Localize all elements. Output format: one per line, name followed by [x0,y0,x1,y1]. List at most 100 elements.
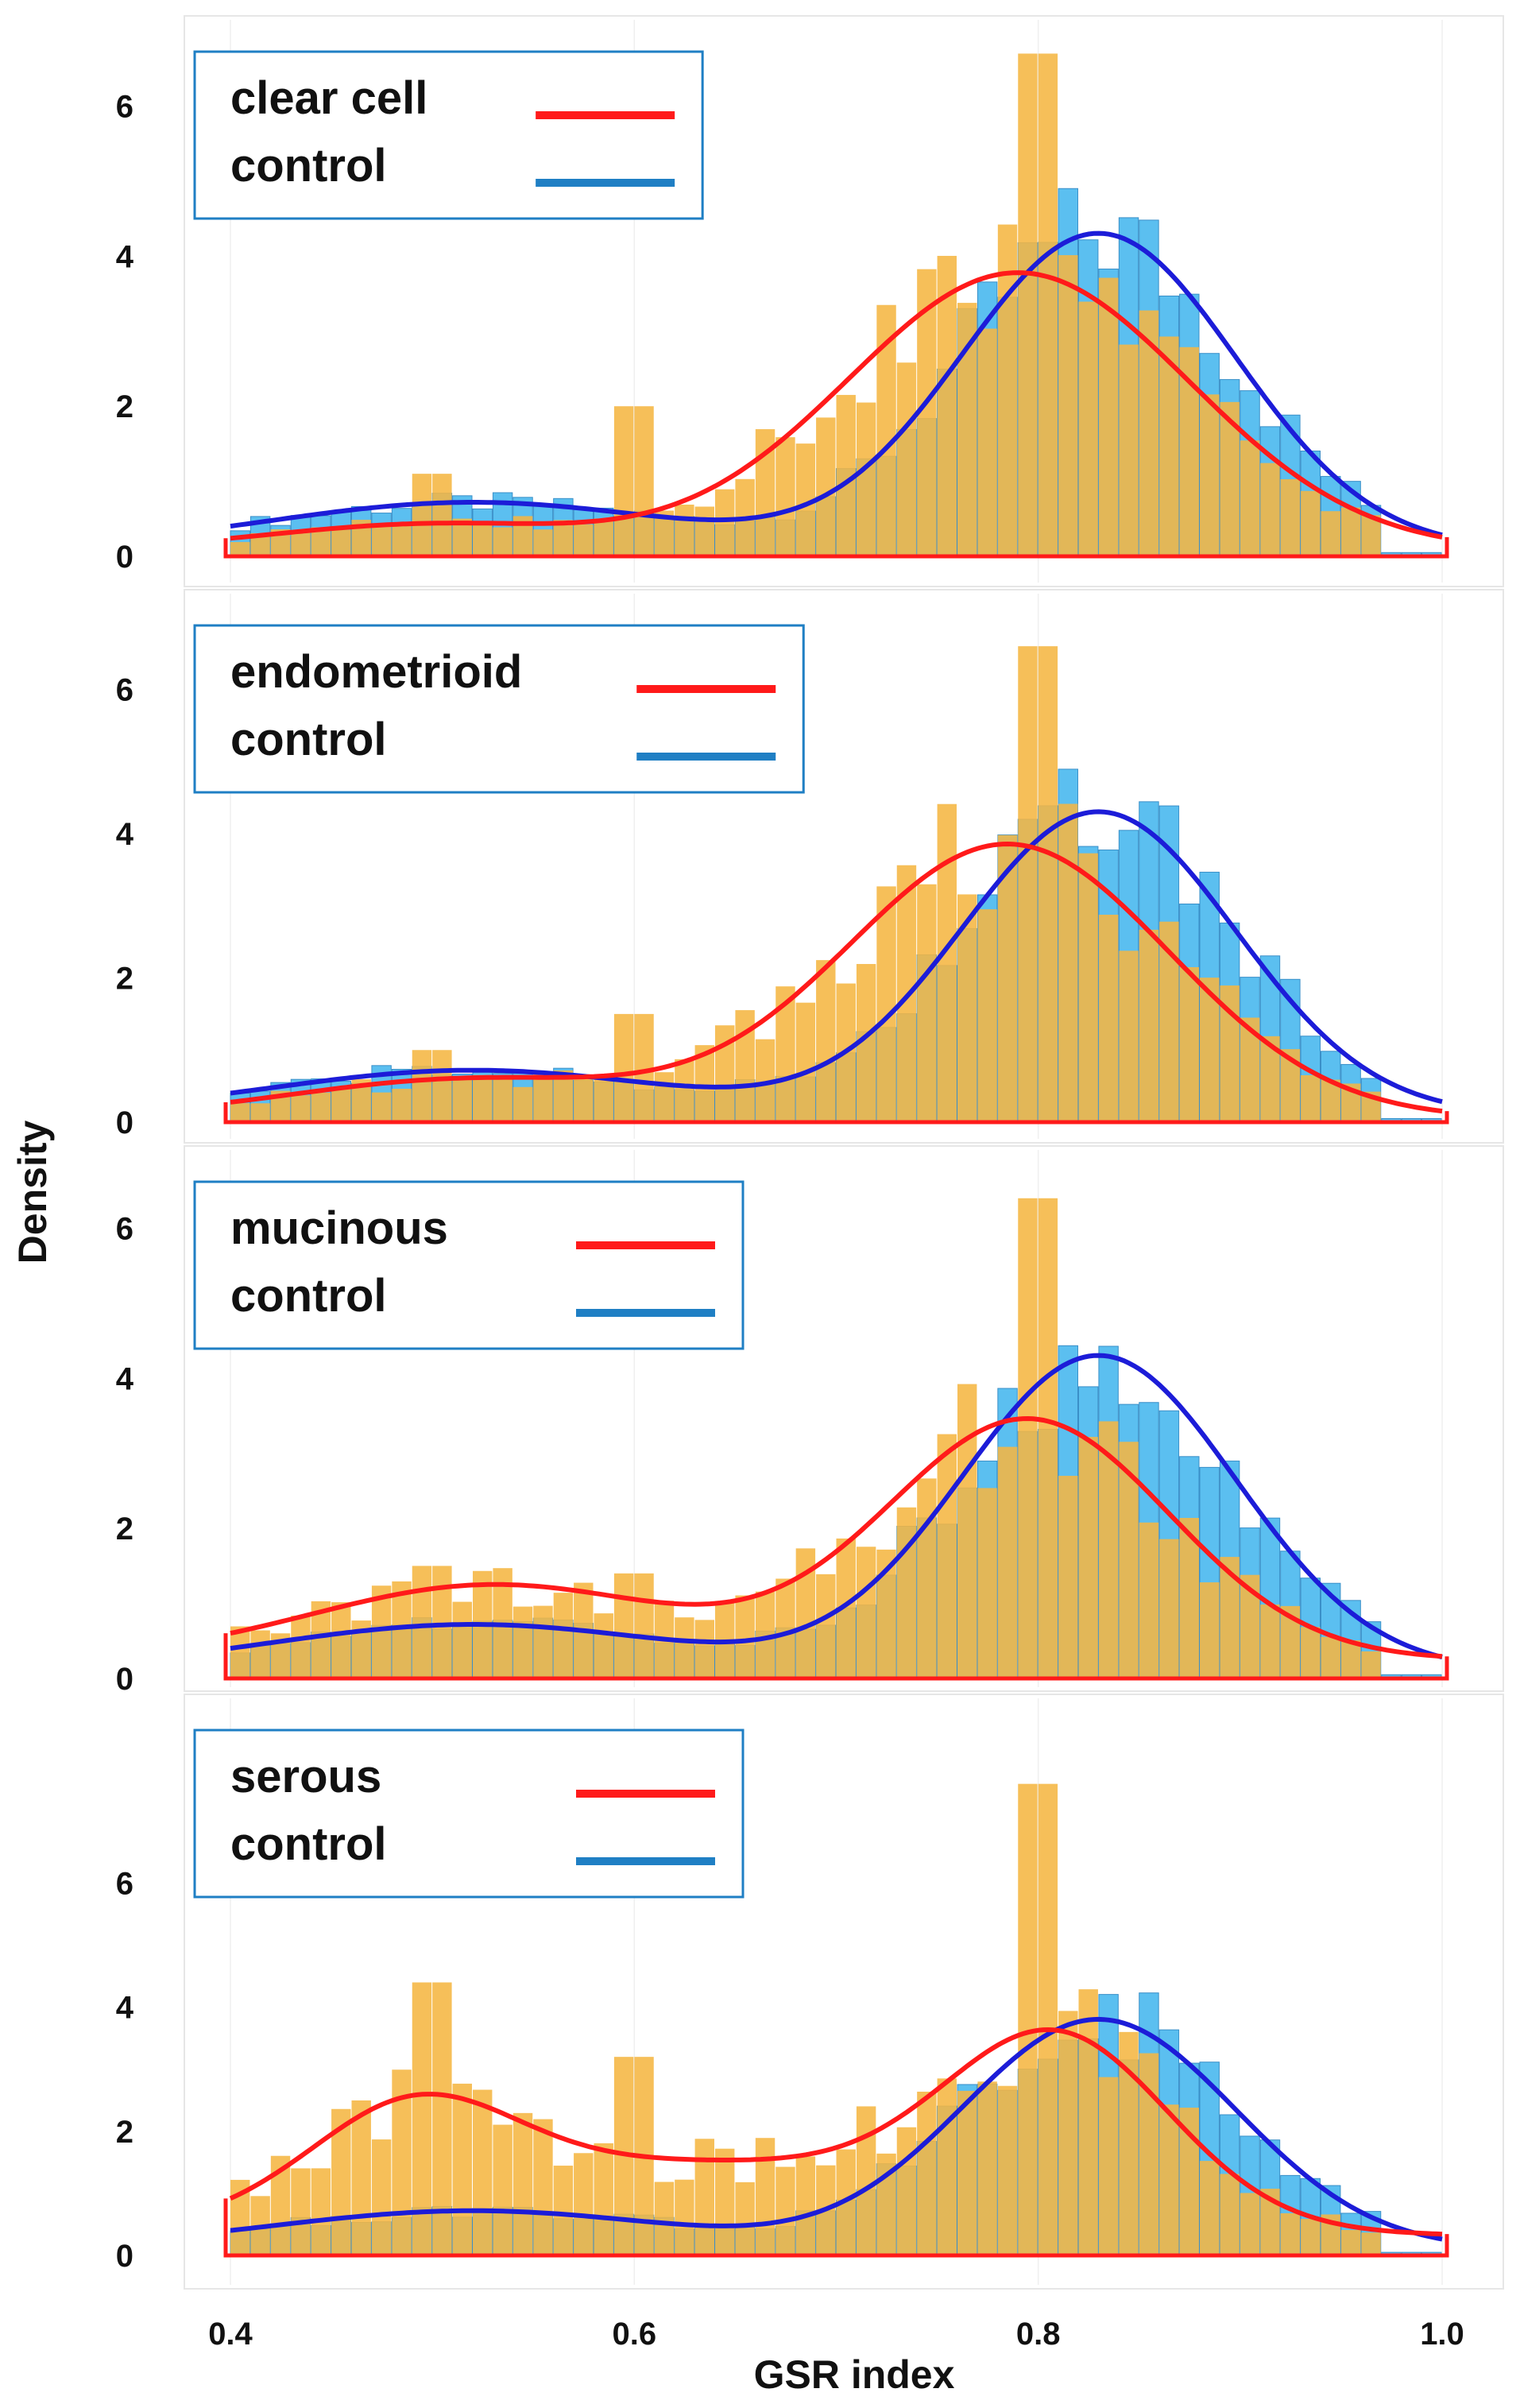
case-bar [250,1630,270,1678]
case-bar [634,1573,654,1678]
control-density-curve [230,809,1443,1105]
case-bar [412,1050,432,1122]
case-bar [937,803,957,1122]
case-density-curve [230,841,1443,1114]
case-bar [371,525,392,556]
case-bar [856,1547,876,1678]
case-bar [553,1593,574,1678]
case-bar [957,1384,977,1678]
case-bar [250,1103,270,1122]
x-tick-label: 1.0 [1420,2317,1464,2352]
legend: mucinous control [193,1180,745,1350]
case-bar [533,529,553,556]
case-density-curve [230,1415,1443,1659]
case-bar [775,437,795,556]
legend-box [193,50,704,220]
case-bar [613,1013,634,1122]
legend-label-control: control [230,714,387,765]
case-bar [816,960,836,1122]
case-bar [412,474,432,556]
y-tick-label: 2 [116,962,133,997]
case-bar [1038,1198,1058,1678]
legend-label-case: serous [230,1751,381,1802]
case-bar [1361,1651,1381,1678]
case-bar [473,2089,493,2255]
case-bar [1058,803,1078,1122]
case-bar [452,2083,472,2255]
case-bar [512,2112,533,2255]
case-bar [533,1072,553,1122]
case-bar [1200,394,1220,556]
case-bar [1098,277,1119,556]
panel-4: 0 2 4 6 serous control [116,1694,1504,2290]
case-bar [1280,2212,1301,2255]
legend-label-control: control [230,1270,387,1322]
case-bar [331,1088,351,1122]
case-bar [1240,440,1260,556]
histogram [230,1198,1442,1679]
case-bar [291,1095,311,1122]
case-bar [735,2182,755,2255]
control-density-curve [230,2016,1443,2242]
y-tick-label: 0 [116,1105,133,1140]
y-tick-label: 6 [116,1212,133,1247]
baseline-frame [223,2198,1449,2258]
legend-label-case: mucinous [230,1202,448,1254]
case-bar [1018,646,1038,1122]
case-bar [1220,2174,1240,2255]
case-bar [311,2168,331,2255]
case-bar [977,328,997,556]
case-bar [1159,2104,1179,2255]
case-bar [432,474,452,556]
case-bar [1321,1079,1340,1122]
case-bar [1098,2077,1119,2255]
case-bar [856,2106,876,2255]
case-bar [1098,1421,1119,1678]
case-bar [613,406,634,556]
y-tick-labels: 0 2 4 6 [116,1867,134,2274]
case-bar [755,2138,775,2255]
panel-2: 0 2 4 6 endometrioid control [116,589,1504,1144]
case-bar [1301,1627,1321,1678]
case-bar [1058,1476,1078,1678]
case-bar [1321,511,1340,556]
case-bar [1301,1074,1321,1122]
case-bar [1038,53,1058,557]
y-tick-labels: 0 2 4 6 [116,1212,134,1697]
case-bar [1179,966,1199,1122]
case-bar [1038,646,1058,1122]
case-bar [775,1578,795,1678]
case-bar [1260,1605,1280,1678]
case-bar [230,1103,250,1122]
case-bar [795,2156,816,2255]
case-bar [1078,1437,1098,1678]
case-bar [351,2100,371,2255]
case-bar [432,1050,452,1122]
case-bar [1098,915,1119,1122]
legend: endometrioid control [193,624,805,794]
case-bar [1119,950,1139,1122]
case-bar [997,834,1018,1122]
case-bar [675,1059,694,1122]
case-bar [715,2148,735,2255]
case-bar [1058,2011,1078,2255]
case-bar [675,504,694,556]
y-tick-label: 2 [116,1512,133,1547]
case-bar [896,1507,917,1678]
case-bar [977,909,997,1122]
case-bar [1078,1989,1098,2255]
case-bar [291,2168,311,2255]
case-bar [452,1076,472,1122]
case-bar [331,529,351,556]
case-bar [230,1626,250,1678]
case-bar [594,518,613,556]
baseline-frame [223,1633,1449,1681]
case-bar [574,524,594,556]
case-bar [937,255,957,556]
legend-box [193,1729,745,1899]
case-bar [997,224,1018,556]
case-bar [694,2139,714,2255]
case-bar [553,520,574,556]
case-bar [816,1574,836,1678]
legend-box [193,1180,745,1350]
